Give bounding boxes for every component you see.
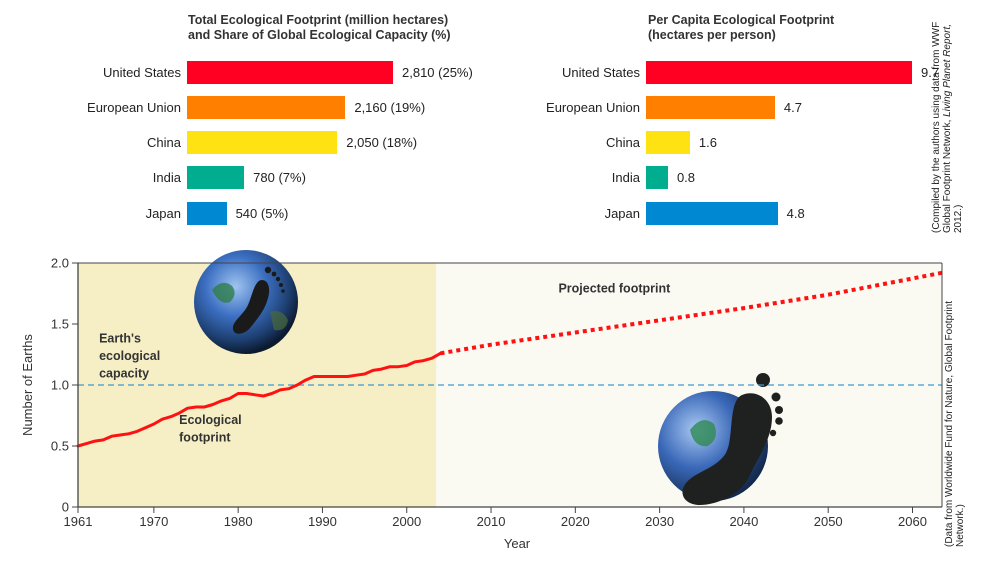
globe-icon (194, 250, 298, 354)
giant-footprint-over-earth-image (658, 373, 783, 505)
total-footprint-title: Total Ecological Footprint (million hect… (188, 13, 451, 42)
x-tick-label: 2010 (477, 514, 506, 529)
value-label-united-states: 9.7 (921, 65, 940, 80)
footprint-toe-icon (271, 271, 277, 277)
x-tick-label: 2060 (898, 514, 927, 529)
category-label-japan: Japan (604, 206, 640, 221)
footprint-toe-icon (775, 417, 783, 425)
category-label-india: India (152, 170, 181, 185)
footprint-toe-icon (281, 289, 285, 293)
value-label-japan: 4.8 (786, 206, 805, 221)
bar-european-union (187, 96, 346, 119)
x-tick-label: 1980 (224, 514, 253, 529)
annotation-line: Projected footprint (558, 281, 671, 295)
x-tick-label: 2020 (561, 514, 590, 529)
continent-shape (270, 311, 288, 331)
bar-china (646, 131, 690, 154)
bar-united-states (187, 61, 393, 84)
x-tick-label: 1970 (139, 514, 168, 529)
y-axis-title: Number of Earths (20, 334, 35, 436)
projected-footprint-line (440, 270, 943, 356)
footprint-icon (682, 393, 772, 505)
footprint-toe-icon (279, 283, 283, 287)
y-tick-label: 1.5 (51, 317, 69, 332)
value-label-united-states: 2,810 (25%) (402, 65, 473, 80)
category-label-india: India (611, 170, 640, 185)
bar-india (646, 166, 668, 189)
category-label-united-states: United States (102, 65, 181, 80)
value-label-india: 780 (7%) (253, 170, 306, 185)
x-tick-label: 1990 (308, 514, 337, 529)
y-tick-label: 2.0 (51, 256, 69, 271)
continent-shape (212, 282, 235, 303)
bar-china (187, 131, 338, 154)
x-tick-label: 2030 (645, 514, 674, 529)
y-tick-label: 0 (62, 500, 69, 515)
x-tick-label: 2050 (814, 514, 843, 529)
category-label-china: China (606, 135, 640, 150)
category-label-european-union: European Union (546, 100, 640, 115)
footprint-toe-icon (769, 429, 777, 437)
category-label-united-states: United States (561, 65, 640, 80)
value-label-china: 1.6 (698, 135, 717, 150)
category-label-japan: Japan (145, 206, 181, 221)
earth-globe-with-footprint-image (194, 250, 298, 354)
footprint-toe-icon (775, 406, 783, 414)
annotation-line: capacity (99, 366, 149, 380)
annotation-line: ecological (99, 349, 160, 363)
category-label-china: China (147, 135, 181, 150)
bar-india (187, 166, 245, 189)
bar-japan (187, 202, 227, 225)
per-capita-footprint-title: Per Capita Ecological Footprint (hectare… (648, 13, 835, 42)
x-tick-label: 1961 (64, 514, 93, 529)
value-label-china: 2,050 (18%) (346, 135, 418, 150)
bar-united-states (646, 61, 912, 84)
annotation-projected-footprint: Projected footprint (558, 281, 671, 295)
x-tick-label: 2040 (729, 514, 758, 529)
annotation-earth-s-ecological-capacity: Earth's ecological capacity (99, 331, 160, 380)
category-label-european-union: European Union (87, 100, 181, 115)
y-tick-label: 1.0 (51, 378, 69, 393)
bar-european-union (646, 96, 775, 119)
footprint-toe-icon (275, 276, 281, 282)
value-label-japan: 540 (5%) (235, 206, 289, 221)
annotation-line: footprint (179, 431, 231, 445)
annotation-line: Earth's (99, 331, 141, 345)
footprint-icon (232, 280, 270, 334)
continent-shape (690, 420, 716, 447)
value-label-india: 0.8 (676, 170, 696, 185)
annotation-line: Ecological (179, 413, 242, 427)
x-axis-title: Year (504, 536, 531, 551)
footprint-toe-icon (264, 266, 272, 274)
footprint-toe-icon (756, 373, 770, 387)
annotation-ecological-footprint: Ecological footprint (179, 413, 242, 445)
y-tick-label: 0.5 (51, 439, 69, 454)
ecological-footprint-line (76, 351, 442, 448)
value-label-european-union: 4.7 (783, 100, 802, 115)
footprint-toe-icon (771, 392, 781, 402)
bar-japan (646, 202, 778, 225)
x-tick-label: 2000 (392, 514, 421, 529)
value-label-european-union: 2,160 (19%) (354, 100, 426, 115)
